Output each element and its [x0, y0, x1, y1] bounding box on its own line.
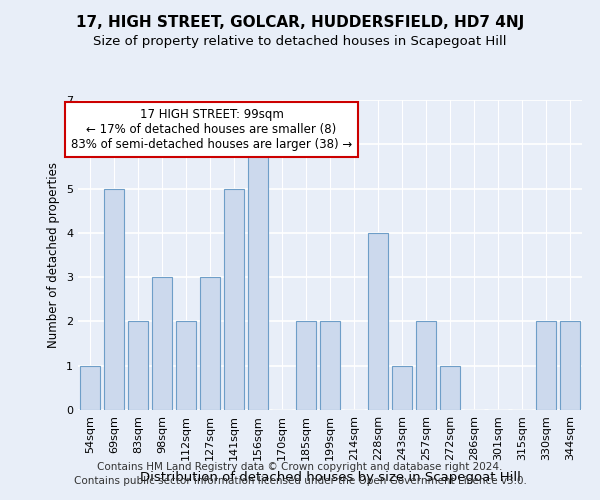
Y-axis label: Number of detached properties: Number of detached properties [47, 162, 61, 348]
Bar [128, 322, 148, 410]
Text: 17, HIGH STREET, GOLCAR, HUDDERSFIELD, HD7 4NJ: 17, HIGH STREET, GOLCAR, HUDDERSFIELD, H… [76, 15, 524, 30]
Bar [320, 322, 340, 410]
Bar [248, 144, 268, 410]
Text: 17 HIGH STREET: 99sqm
← 17% of detached houses are smaller (8)
83% of semi-detac: 17 HIGH STREET: 99sqm ← 17% of detached … [71, 108, 352, 151]
Bar [152, 277, 172, 410]
Bar [536, 322, 556, 410]
Bar [104, 188, 124, 410]
Bar [176, 322, 196, 410]
Bar [224, 188, 244, 410]
Bar [560, 322, 580, 410]
Bar [392, 366, 412, 410]
Bar [296, 322, 316, 410]
Text: Contains HM Land Registry data © Crown copyright and database right 2024.: Contains HM Land Registry data © Crown c… [97, 462, 503, 472]
Bar [440, 366, 460, 410]
X-axis label: Distribution of detached houses by size in Scapegoat Hill: Distribution of detached houses by size … [140, 471, 520, 484]
Bar [200, 277, 220, 410]
Bar [416, 322, 436, 410]
Text: Size of property relative to detached houses in Scapegoat Hill: Size of property relative to detached ho… [93, 35, 507, 48]
Bar [368, 233, 388, 410]
Text: Contains public sector information licensed under the Open Government Licence v3: Contains public sector information licen… [74, 476, 526, 486]
Bar [80, 366, 100, 410]
